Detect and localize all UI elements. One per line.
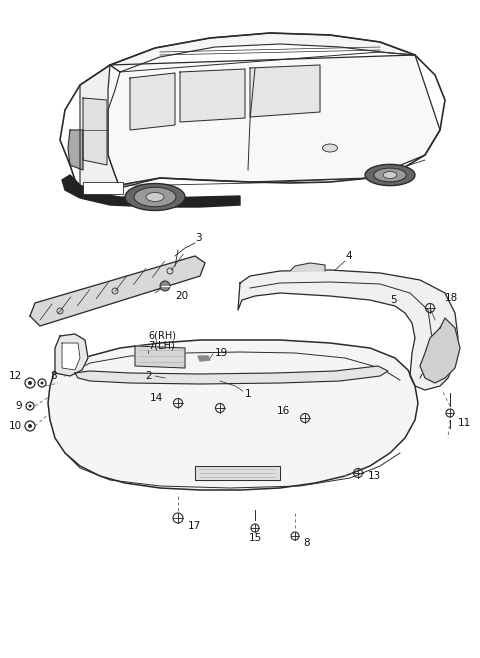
Polygon shape: [110, 33, 415, 72]
Text: 13: 13: [368, 471, 381, 481]
Ellipse shape: [134, 188, 176, 207]
Polygon shape: [135, 346, 185, 368]
Polygon shape: [83, 98, 107, 165]
Text: 1: 1: [245, 389, 252, 399]
Text: 9: 9: [15, 401, 22, 411]
Polygon shape: [420, 318, 460, 383]
Ellipse shape: [374, 168, 406, 182]
Circle shape: [28, 405, 32, 407]
Text: 14: 14: [150, 393, 163, 403]
Polygon shape: [62, 343, 80, 370]
Polygon shape: [30, 256, 205, 326]
Polygon shape: [48, 340, 418, 490]
Circle shape: [28, 424, 32, 428]
Text: 18: 18: [445, 293, 458, 303]
Text: 12: 12: [9, 371, 22, 381]
Polygon shape: [55, 334, 88, 376]
Ellipse shape: [323, 144, 337, 152]
Polygon shape: [62, 175, 240, 207]
Text: 7(LH): 7(LH): [148, 341, 175, 351]
Text: 3: 3: [195, 233, 202, 243]
Text: 11: 11: [458, 418, 471, 428]
Text: 16: 16: [277, 406, 290, 416]
Polygon shape: [238, 270, 458, 390]
Text: 2: 2: [145, 371, 152, 381]
Ellipse shape: [365, 164, 415, 186]
Polygon shape: [250, 65, 320, 117]
Ellipse shape: [146, 193, 164, 201]
Polygon shape: [198, 356, 210, 361]
Circle shape: [40, 382, 44, 384]
Circle shape: [160, 281, 170, 291]
Text: 10: 10: [9, 421, 22, 431]
Text: 8: 8: [303, 538, 310, 548]
Polygon shape: [68, 130, 83, 170]
Polygon shape: [108, 55, 440, 188]
Polygon shape: [180, 69, 245, 122]
Polygon shape: [130, 73, 175, 130]
Polygon shape: [195, 466, 280, 480]
Text: 15: 15: [248, 533, 262, 543]
Ellipse shape: [383, 172, 397, 178]
Circle shape: [28, 381, 32, 385]
Ellipse shape: [125, 184, 185, 211]
Text: 20: 20: [175, 291, 188, 301]
Polygon shape: [290, 263, 325, 271]
Text: 19: 19: [215, 348, 228, 358]
Text: 4: 4: [345, 251, 352, 261]
Text: 8: 8: [50, 371, 57, 381]
Text: 5: 5: [390, 295, 396, 305]
Polygon shape: [80, 65, 120, 195]
Bar: [83, 182, 123, 194]
Polygon shape: [75, 366, 388, 384]
Text: 17: 17: [188, 521, 201, 531]
Text: 6(RH): 6(RH): [148, 331, 176, 341]
